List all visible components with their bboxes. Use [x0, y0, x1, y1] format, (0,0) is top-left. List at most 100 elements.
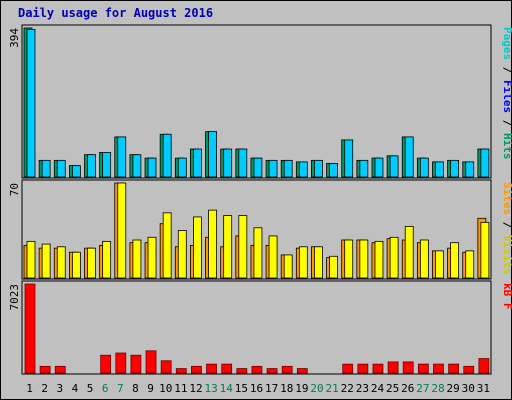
- bar-visits-day-3: [56, 246, 66, 279]
- bar-visits-day-2: [41, 243, 51, 279]
- bar-pages-day-6: [102, 152, 112, 178]
- x-tick-label-day-25: 25: [386, 382, 399, 395]
- bar-kb-f-day-3: [54, 365, 66, 374]
- bar-visits-day-17: [268, 235, 278, 279]
- x-tick-label-day-31: 31: [477, 382, 490, 395]
- x-tick-label-day-19: 19: [295, 382, 308, 395]
- legend-text: Pages: [501, 27, 512, 60]
- panel-3-plot-area: [21, 280, 492, 375]
- x-tick-label-day-16: 16: [250, 382, 263, 395]
- bar-pages-day-8: [132, 154, 142, 178]
- bar-kb-f-day-24: [372, 363, 384, 374]
- x-tick-label-day-28: 28: [431, 382, 444, 395]
- bar-pages-day-15: [238, 148, 248, 178]
- bar-visits-day-15: [238, 215, 248, 279]
- panel-3-legend: kB F: [501, 283, 512, 310]
- bar-kb-f-day-29: [448, 363, 460, 374]
- x-tick-label-day-18: 18: [280, 382, 293, 395]
- bar-pages-day-24: [374, 157, 384, 178]
- bar-visits-day-12: [193, 216, 202, 279]
- bar-visits-day-29: [450, 242, 460, 279]
- bar-pages-day-19: [298, 161, 308, 178]
- x-tick-label-day-5: 5: [87, 382, 94, 395]
- bar-pages-day-12: [193, 148, 202, 178]
- bar-visits-day-16: [253, 227, 263, 279]
- x-tick-label-day-7: 7: [117, 382, 124, 395]
- bar-pages-day-4: [71, 165, 81, 178]
- bar-kb-f-day-14: [221, 363, 233, 374]
- bar-visits-day-22: [344, 239, 354, 279]
- bar-visits-day-9: [147, 236, 157, 279]
- bar-kb-f-day-27: [417, 363, 429, 374]
- chart-title: Daily usage for August 2016: [18, 6, 214, 20]
- bar-pages-day-20: [314, 159, 323, 178]
- bar-pages-day-18: [283, 159, 293, 178]
- panel-1-legend: Pages / Files / Hits: [501, 27, 512, 160]
- x-tick-label-day-1: 1: [26, 382, 33, 395]
- bar-pages-day-22: [344, 139, 354, 178]
- bar-pages-day-3: [56, 159, 66, 178]
- bar-kb-f-day-11: [175, 368, 187, 374]
- bar-kb-f-day-19: [296, 368, 308, 374]
- x-tick-label-day-22: 22: [341, 382, 354, 395]
- x-tick-label-day-23: 23: [356, 382, 369, 395]
- bar-visits-day-1: [26, 240, 36, 279]
- x-tick-label-day-27: 27: [416, 382, 429, 395]
- bar-pages-day-9: [147, 157, 157, 178]
- x-tick-label-day-8: 8: [132, 382, 139, 395]
- bar-pages-day-5: [87, 154, 96, 178]
- bar-visits-day-4: [71, 251, 81, 279]
- bar-kb-f-day-9: [145, 350, 157, 374]
- x-tick-label-day-4: 4: [72, 382, 79, 395]
- bar-pages-day-11: [177, 157, 187, 178]
- bar-kb-f-day-25: [387, 361, 399, 374]
- bar-kb-f-day-28: [433, 363, 444, 374]
- bar-visits-day-30: [465, 250, 475, 279]
- bar-visits-day-25: [389, 236, 399, 279]
- legend-text: /: [501, 215, 512, 235]
- bar-visits-day-14: [223, 215, 233, 279]
- panel-3-max-label: 7023: [8, 284, 21, 311]
- bar-pages-day-27: [419, 157, 429, 178]
- legend-text: kB F: [501, 283, 512, 310]
- legend-text: Hits: [501, 133, 512, 160]
- legend-text: Sites: [501, 182, 512, 215]
- bar-visits-day-28: [435, 250, 444, 279]
- x-tick-label-day-14: 14: [220, 382, 234, 395]
- panel-1-max-label: 394: [8, 28, 21, 48]
- legend-text: /: [501, 113, 512, 133]
- x-tick-label-day-12: 12: [189, 382, 202, 395]
- x-tick-label-day-13: 13: [204, 382, 217, 395]
- bar-visits-day-8: [132, 239, 142, 279]
- bar-visits-day-19: [298, 246, 308, 279]
- bar-visits-day-7: [117, 182, 127, 279]
- x-tick-label-day-29: 29: [447, 382, 460, 395]
- x-tick-label-day-3: 3: [57, 382, 64, 395]
- legend-text: /: [501, 60, 512, 80]
- bar-visits-day-31: [480, 221, 490, 279]
- x-tick-label-day-11: 11: [174, 382, 187, 395]
- x-tick-label-day-15: 15: [235, 382, 248, 395]
- bar-pages-day-23: [359, 159, 369, 178]
- bar-pages-day-1: [26, 29, 36, 178]
- bar-kb-f-day-15: [236, 368, 248, 374]
- bar-visits-day-24: [374, 240, 384, 279]
- bar-visits-day-5: [87, 247, 96, 279]
- bar-pages-day-21: [329, 162, 338, 178]
- bar-pages-day-7: [117, 136, 127, 178]
- bar-pages-day-17: [268, 159, 278, 178]
- bar-kb-f-day-23: [357, 363, 369, 374]
- bar-kb-f-day-7: [115, 352, 127, 374]
- bar-pages-day-25: [389, 155, 399, 178]
- bar-kb-f-day-13: [206, 363, 217, 374]
- bar-kb-f-day-16: [251, 365, 263, 374]
- legend-text: Files: [501, 80, 512, 113]
- x-tick-label-day-2: 2: [41, 382, 48, 395]
- x-tick-label-day-30: 30: [462, 382, 475, 395]
- bar-kb-f-day-8: [130, 354, 142, 374]
- bar-visits-day-20: [314, 246, 323, 279]
- bar-visits-day-27: [419, 239, 429, 279]
- x-tick-label-day-9: 9: [147, 382, 154, 395]
- bar-visits-day-23: [359, 239, 369, 279]
